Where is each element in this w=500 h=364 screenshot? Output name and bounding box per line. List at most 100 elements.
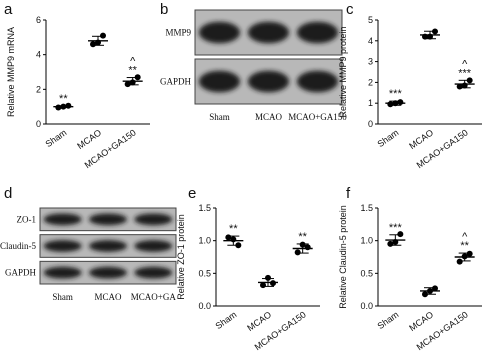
data-point (456, 83, 463, 90)
blot (39, 207, 177, 285)
row-label: GAPDH (5, 268, 37, 278)
panel-letter: c (346, 1, 354, 18)
blot-band (296, 21, 339, 44)
data-point (427, 287, 433, 294)
data-point (432, 28, 438, 35)
significance: ^ (130, 56, 136, 68)
data-point (129, 79, 136, 86)
significance: ** (298, 231, 307, 243)
data-point (270, 280, 276, 287)
lane-label: Sham (209, 112, 230, 122)
panel-letter: a (4, 1, 13, 18)
y-tick-label: 2 (368, 77, 373, 87)
significance: *** (458, 67, 472, 79)
data-point (265, 274, 271, 281)
y-tick-label: 1 (368, 98, 373, 108)
significance: ** (128, 65, 137, 77)
data-point (90, 41, 96, 48)
y-tick-label: 0.5 (360, 268, 373, 278)
data-point (134, 74, 141, 81)
data-point (397, 99, 404, 106)
row-label: ZO-1 (17, 214, 37, 224)
data-point (392, 100, 399, 107)
blot-band (134, 266, 173, 279)
blot-band (198, 21, 241, 44)
significance: ** (460, 240, 469, 252)
lane-label: MCAO (94, 292, 122, 302)
x-tick-label: MCAO (407, 309, 435, 333)
y-tick-label: 0.0 (198, 301, 211, 311)
data-point (100, 32, 106, 39)
data-point (387, 101, 394, 108)
blot-band (296, 70, 339, 93)
data-point (60, 103, 67, 110)
significance: *** (389, 222, 403, 234)
blot-band (247, 70, 290, 93)
data-point (124, 81, 131, 88)
y-tick-label: 4 (36, 50, 41, 60)
y-axis-label: Relative Claudin-5 protein (338, 205, 348, 309)
x-tick-label: Sham (43, 127, 68, 149)
y-tick-label: 4 (368, 36, 373, 46)
data-point (466, 250, 473, 257)
row-label: MMP9 (165, 28, 191, 38)
y-tick-label: 0.5 (198, 268, 211, 278)
data-point (461, 253, 468, 260)
lane-label: MCAO (255, 112, 283, 122)
y-tick-label: 1.5 (198, 203, 211, 213)
x-tick-label: MCAO (407, 127, 435, 151)
data-point (299, 241, 306, 248)
panel-letter: d (4, 185, 12, 202)
x-tick-label: Sham (375, 127, 400, 149)
data-point (466, 77, 473, 84)
blot-band (247, 21, 290, 44)
x-tick-label: Sham (213, 309, 238, 331)
data-point (235, 242, 242, 249)
data-point (387, 240, 394, 247)
blot-band (134, 213, 173, 226)
y-tick-label: 6 (36, 15, 41, 25)
data-point (260, 282, 266, 289)
blot-band (43, 240, 82, 252)
data-point (456, 258, 463, 265)
y-tick-label: 0.0 (360, 301, 373, 311)
lane-label: Sham (52, 292, 73, 302)
lane-label: MCAO+GA (131, 292, 177, 302)
row-label: GAPDH (160, 77, 192, 87)
lane-label: MCAO+GA150 (288, 112, 347, 122)
data-point (427, 33, 433, 40)
panel-letter: e (188, 185, 196, 202)
data-point (422, 291, 428, 298)
x-tick-label: MCAO (75, 127, 103, 151)
y-tick-label: 1.0 (360, 236, 373, 246)
x-tick-label: Sham (375, 309, 400, 331)
panel-letter: b (160, 1, 168, 18)
data-point (432, 285, 438, 292)
data-point (461, 82, 468, 89)
data-point (294, 249, 301, 256)
y-tick-label: 1.0 (198, 236, 211, 246)
data-point (65, 102, 72, 109)
y-axis-label: Relative MMP9 mRNA (6, 27, 16, 117)
panel-letter: f (346, 185, 351, 202)
y-tick-label: 1.5 (360, 203, 373, 213)
significance: ** (59, 93, 68, 105)
blot-band (88, 266, 128, 279)
blot-band (88, 213, 128, 226)
y-tick-label: 0 (368, 119, 373, 129)
blot-band (134, 240, 173, 252)
data-point (422, 33, 428, 40)
blot-band (88, 240, 128, 252)
data-point (392, 238, 399, 245)
x-tick-label: MCAO (245, 309, 273, 333)
data-point (397, 231, 404, 238)
y-tick-label: 3 (368, 57, 373, 67)
significance: ^ (462, 231, 468, 243)
blot-band (43, 266, 82, 279)
significance: ** (229, 223, 238, 235)
significance: *** (389, 88, 403, 100)
data-point (95, 39, 101, 46)
data-point (230, 236, 237, 243)
y-tick-label: 2 (36, 84, 41, 94)
